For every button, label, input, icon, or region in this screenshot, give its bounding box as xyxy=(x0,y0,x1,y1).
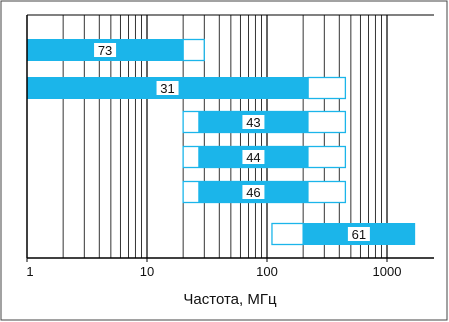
band-label: 43 xyxy=(246,115,260,130)
x-tick-label: 1 xyxy=(26,264,33,279)
tick-labels: 1 10 100 1000 xyxy=(26,258,401,279)
x-axis-label: Частота, МГц xyxy=(183,291,277,308)
grid-lines xyxy=(62,15,388,258)
band-extended-range xyxy=(271,222,304,246)
band-label: 46 xyxy=(246,185,260,200)
band-label: 73 xyxy=(98,43,112,58)
band-label-box xyxy=(242,115,265,129)
band-bar-61: 61 xyxy=(271,222,416,246)
x-tick-label: 1000 xyxy=(373,264,402,279)
band-bar-31: 31 xyxy=(26,76,347,100)
bars-group: 73 31 43 44 46 61 xyxy=(26,38,416,246)
band-label: 31 xyxy=(160,81,174,96)
x-tick-label: 100 xyxy=(256,264,278,279)
band-bar-46: 46 xyxy=(182,180,347,204)
band-bar-73: 73 xyxy=(26,38,205,62)
band-label-box xyxy=(347,227,370,241)
band-label-box xyxy=(94,43,117,57)
band-extended-range xyxy=(307,76,347,100)
band-bar-43: 43 xyxy=(182,110,347,134)
band-label: 61 xyxy=(352,227,366,242)
band-label-box xyxy=(242,150,265,164)
band-label-box xyxy=(156,81,179,95)
band-label-box xyxy=(242,185,265,199)
band-label: 44 xyxy=(246,150,260,165)
band-extended-range xyxy=(182,38,205,62)
band-bar-44: 44 xyxy=(182,145,347,169)
x-tick-label: 10 xyxy=(140,264,154,279)
